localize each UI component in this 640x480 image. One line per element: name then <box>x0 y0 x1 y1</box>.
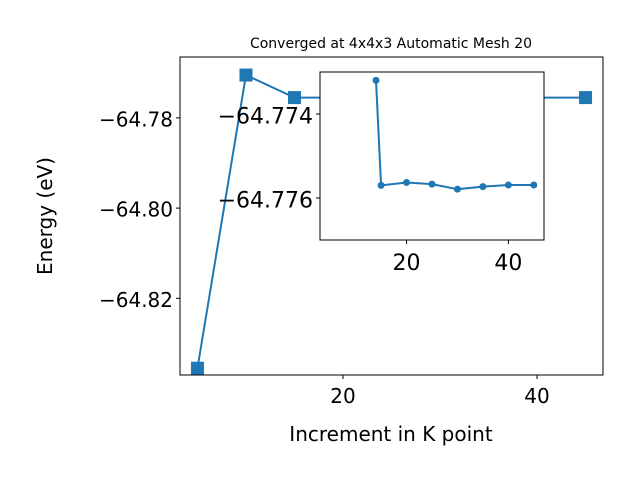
main-y-tick-label-1: −64.80 <box>99 198 173 222</box>
inset-point-2 <box>403 178 411 186</box>
inset-y-tick-label-1: −64.774 <box>218 104 313 129</box>
main-y-tick-label-0: −64.78 <box>99 108 173 132</box>
main-frame <box>179 56 604 376</box>
main-point-1 <box>239 68 253 82</box>
inset-point-3 <box>428 180 436 188</box>
inset-x-tick-label-1: 40 <box>494 251 522 276</box>
inset-frame <box>319 71 545 241</box>
main-point-8 <box>579 91 593 105</box>
x-axis-label: Increment in K point <box>289 422 493 446</box>
inset-point-0 <box>372 76 380 84</box>
inset-plot: 20 40 −64.776 −64.774 <box>218 71 545 276</box>
main-x-tick-label-0: 20 <box>330 384 355 408</box>
inset-background <box>320 72 544 240</box>
chart-title: Converged at 4x4x3 Automatic Mesh 20 <box>250 36 532 52</box>
inset-series <box>372 76 538 193</box>
main-x-tick-label-1: 40 <box>524 384 549 408</box>
inset-point-1 <box>377 181 385 189</box>
y-axis-label: Energy (eV) <box>33 157 57 275</box>
inset-y-tick-label-0: −64.776 <box>218 188 313 213</box>
main-point-2 <box>287 91 301 105</box>
inset-point-6 <box>504 181 512 189</box>
inset-point-7 <box>530 181 538 189</box>
inset-x-tick-label-0: 20 <box>393 251 421 276</box>
main-point-0 <box>190 361 204 375</box>
main-y-tick-label-2: −64.82 <box>99 288 173 312</box>
inset-series-line <box>375 80 534 191</box>
inset-point-4 <box>453 185 461 193</box>
inset-point-5 <box>479 183 487 191</box>
